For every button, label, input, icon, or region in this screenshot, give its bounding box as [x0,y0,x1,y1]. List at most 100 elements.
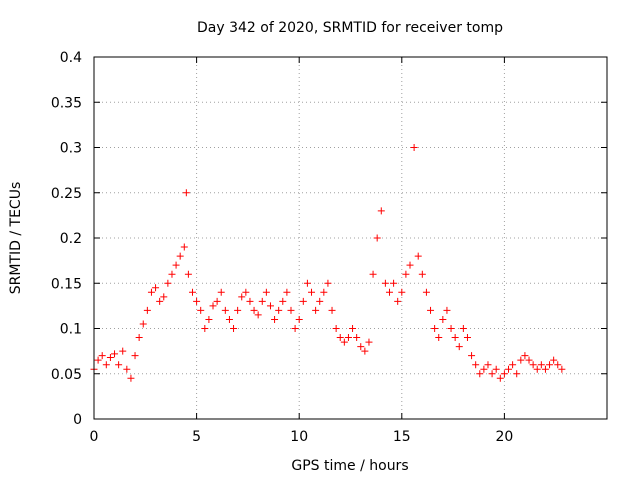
data-point [365,338,373,346]
data-point [422,288,430,296]
data-point [472,361,480,369]
data-point [505,365,513,373]
y-tick-label: 0.4 [60,50,82,66]
data-point [98,352,106,360]
data-point [361,347,369,355]
data-point [221,306,229,314]
data-point [258,297,266,305]
data-point [385,288,393,296]
x-axis-label: GPS time / hours [291,458,408,474]
data-point [349,325,357,332]
data-point [431,325,439,332]
data-point [316,297,324,305]
x-tick-label: 10 [290,429,308,445]
data-point [336,334,344,342]
data-point [340,338,348,346]
data-point [439,315,447,323]
data-point [184,270,192,278]
data-point [394,297,402,305]
data-point [525,356,533,364]
data-point [275,306,283,314]
data-point [193,297,201,305]
chart-title: Day 342 of 2020, SRMTID for receiver tom… [197,20,503,36]
data-point [217,288,225,296]
data-point [344,334,352,342]
data-point [324,279,332,287]
data-point [246,297,254,305]
y-tick-label: 0.15 [51,276,82,292]
data-point [550,356,558,364]
data-point [160,293,168,301]
data-point [135,334,143,342]
data-point [182,189,190,197]
data-point [266,302,274,310]
data-point [123,365,131,373]
data-point [127,374,135,382]
data-point [468,352,476,360]
data-point [152,284,160,292]
data-point [213,297,221,305]
data-point [197,306,205,314]
data-point [180,243,188,251]
data-point [402,270,410,278]
data-point [176,252,184,260]
data-point [410,144,418,151]
data-point [205,315,213,323]
data-point [455,343,463,351]
data-point [172,261,180,269]
data-point [353,334,361,342]
data-point [283,288,291,296]
y-tick-label: 0 [73,412,82,428]
data-point [500,370,508,378]
data-point [517,356,525,364]
data-point [521,352,529,360]
data-point [188,288,196,296]
data-point [488,370,496,378]
y-axis-label: SRMTID / TECUs [8,182,24,295]
data-point [299,297,307,305]
data-point [102,361,110,369]
data-point [492,365,500,373]
data-point [533,365,541,373]
data-point [115,361,123,369]
data-point [357,343,365,351]
data-point [139,320,147,328]
data-point [537,361,545,369]
data-point [295,315,303,323]
data-point [398,288,406,296]
data-point [496,374,504,382]
data-point [443,306,451,314]
data-point [406,261,414,269]
data-point [451,334,459,342]
data-point [156,297,164,305]
data-point [427,306,435,314]
data-point [230,325,238,332]
data-point [369,270,377,278]
data-point [554,361,562,369]
data-point [513,370,521,378]
data-point [143,306,151,314]
data-point [131,352,139,360]
data-point [262,288,270,296]
data-point [484,361,492,369]
data-point [390,279,398,287]
data-point [435,334,443,342]
y-tick-label: 0.35 [51,95,82,111]
data-point [509,361,517,369]
data-point [119,347,127,355]
data-point [291,325,299,332]
data-point [328,306,336,314]
data-point [541,365,549,373]
data-point [308,288,316,296]
data-point [287,306,295,314]
x-tick-label: 5 [192,429,201,445]
data-point [320,288,328,296]
data-points [90,144,566,382]
data-point [476,370,484,378]
data-point [111,350,119,358]
data-point [312,306,320,314]
data-point [225,315,233,323]
x-tick-label: 15 [393,429,411,445]
data-point [418,270,426,278]
